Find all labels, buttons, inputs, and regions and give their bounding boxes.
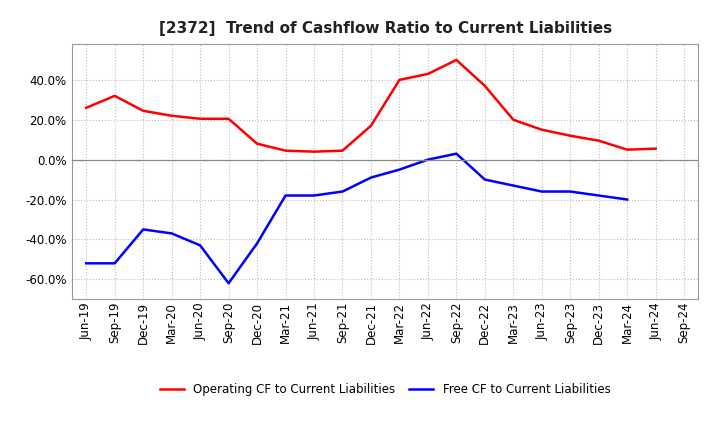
Operating CF to Current Liabilities <box>139 108 148 114</box>
Free CF to Current Liabilities <box>452 151 461 156</box>
Free CF to Current Liabilities <box>338 189 347 194</box>
Free CF to Current Liabilities <box>623 197 631 202</box>
Free CF to Current Liabilities <box>566 189 575 194</box>
Operating CF to Current Liabilities <box>225 116 233 121</box>
Line: Operating CF to Current Liabilities: Operating CF to Current Liabilities <box>86 60 656 152</box>
Operating CF to Current Liabilities <box>395 77 404 83</box>
Operating CF to Current Liabilities <box>282 148 290 153</box>
Free CF to Current Liabilities <box>110 260 119 266</box>
Operating CF to Current Liabilities <box>82 105 91 110</box>
Free CF to Current Liabilities <box>139 227 148 232</box>
Operating CF to Current Liabilities <box>480 83 489 88</box>
Operating CF to Current Liabilities <box>566 133 575 138</box>
Operating CF to Current Liabilities <box>196 116 204 121</box>
Title: [2372]  Trend of Cashflow Ratio to Current Liabilities: [2372] Trend of Cashflow Ratio to Curren… <box>158 21 612 36</box>
Free CF to Current Liabilities <box>537 189 546 194</box>
Operating CF to Current Liabilities <box>310 149 318 154</box>
Operating CF to Current Liabilities <box>110 93 119 99</box>
Free CF to Current Liabilities <box>423 157 432 162</box>
Operating CF to Current Liabilities <box>452 57 461 62</box>
Operating CF to Current Liabilities <box>338 148 347 153</box>
Free CF to Current Liabilities <box>82 260 91 266</box>
Free CF to Current Liabilities <box>310 193 318 198</box>
Operating CF to Current Liabilities <box>253 141 261 147</box>
Operating CF to Current Liabilities <box>652 146 660 151</box>
Operating CF to Current Liabilities <box>167 113 176 118</box>
Operating CF to Current Liabilities <box>509 117 518 122</box>
Free CF to Current Liabilities <box>167 231 176 236</box>
Free CF to Current Liabilities <box>395 167 404 172</box>
Free CF to Current Liabilities <box>509 183 518 188</box>
Operating CF to Current Liabilities <box>423 71 432 77</box>
Legend: Operating CF to Current Liabilities, Free CF to Current Liabilities: Operating CF to Current Liabilities, Fre… <box>156 378 615 400</box>
Free CF to Current Liabilities <box>253 241 261 246</box>
Line: Free CF to Current Liabilities: Free CF to Current Liabilities <box>86 154 627 283</box>
Free CF to Current Liabilities <box>595 193 603 198</box>
Operating CF to Current Liabilities <box>595 138 603 143</box>
Free CF to Current Liabilities <box>480 177 489 182</box>
Operating CF to Current Liabilities <box>366 123 375 128</box>
Free CF to Current Liabilities <box>196 243 204 248</box>
Operating CF to Current Liabilities <box>623 147 631 152</box>
Free CF to Current Liabilities <box>282 193 290 198</box>
Operating CF to Current Liabilities <box>537 127 546 132</box>
Free CF to Current Liabilities <box>225 281 233 286</box>
Free CF to Current Liabilities <box>366 175 375 180</box>
